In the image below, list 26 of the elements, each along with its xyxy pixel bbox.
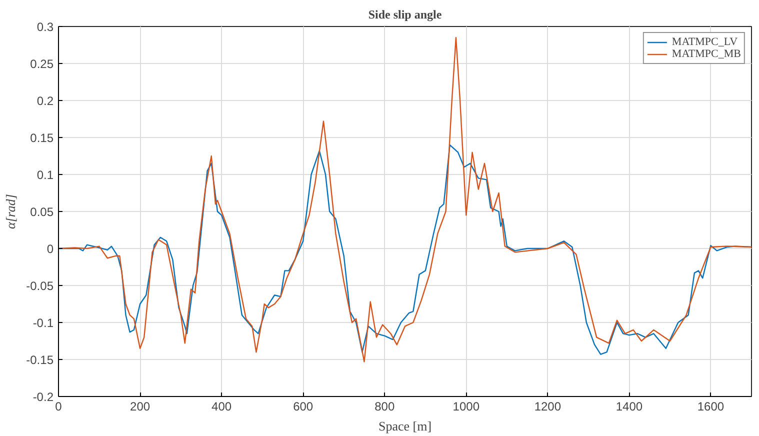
- x-tick-label: 1200: [534, 400, 562, 414]
- x-tick-label: 1400: [616, 400, 643, 414]
- x-tick-label: 1000: [452, 400, 480, 414]
- y-tick-label: -0.1: [32, 316, 54, 330]
- y-tick-label: -0.05: [26, 279, 54, 293]
- y-axis-title: α[rad]: [3, 194, 18, 229]
- y-tick-label: 0.15: [30, 131, 54, 145]
- y-tick-label: 0.05: [30, 205, 54, 219]
- x-tick-label: 0: [55, 400, 62, 414]
- y-tick-label: 0: [46, 242, 54, 256]
- legend-label: MATMPC_MB: [672, 48, 741, 60]
- x-tick-label: 400: [212, 400, 232, 414]
- x-tick-label: 1600: [697, 400, 724, 414]
- y-tick-label: 0.1: [36, 168, 54, 182]
- x-tick-label: 600: [293, 400, 314, 414]
- line-series: [58, 37, 752, 362]
- x-axis-title: Space [m]: [378, 418, 432, 434]
- y-tick-label: 0.2: [36, 94, 54, 108]
- legend-label: MATMPC_LV: [672, 36, 738, 48]
- y-tick-label: -0.2: [32, 390, 54, 404]
- x-tick-label: 200: [130, 400, 150, 414]
- chart-title: Side slip angle: [368, 8, 442, 22]
- y-tick-label: -0.15: [26, 353, 54, 367]
- y-tick-label: 0.3: [36, 20, 54, 34]
- x-tick-label: 800: [374, 400, 395, 414]
- y-tick-label: 0.25: [30, 57, 54, 71]
